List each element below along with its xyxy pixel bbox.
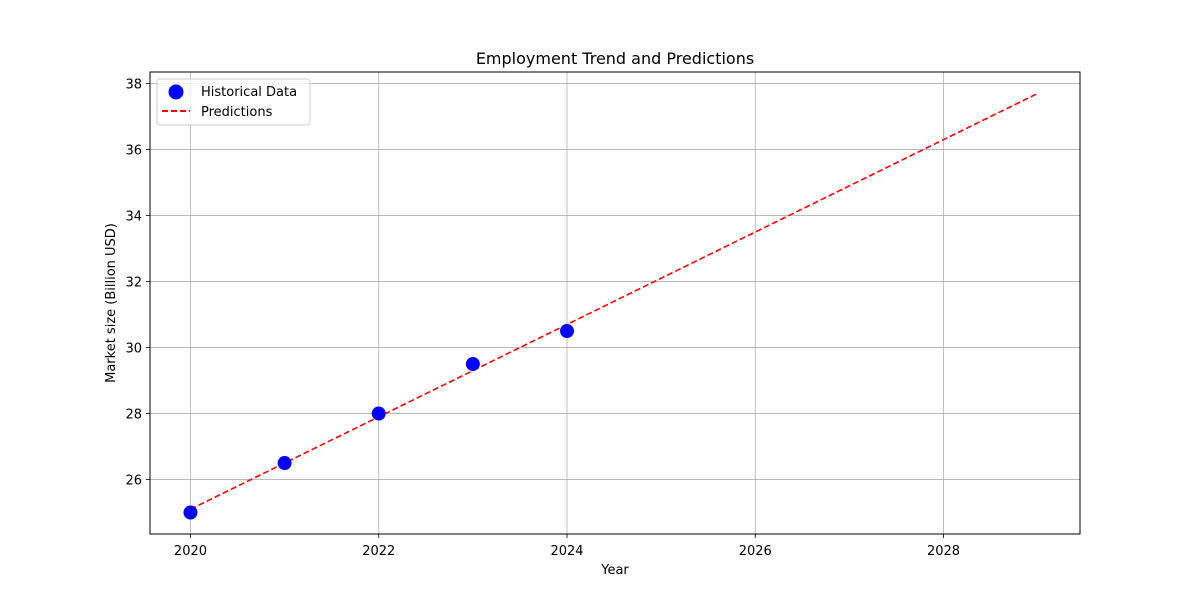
- chart-title: Employment Trend and Predictions: [476, 49, 754, 68]
- x-tick-label: 2022: [362, 544, 395, 559]
- x-axis-label: Year: [600, 563, 629, 578]
- y-tick-label: 36: [125, 144, 142, 159]
- y-tick-label: 34: [125, 210, 142, 225]
- legend: Historical Data Predictions: [156, 78, 311, 126]
- y-tick-label: 30: [125, 342, 142, 357]
- y-tick-label: 32: [125, 276, 142, 291]
- legend-label-predictions: Predictions: [201, 105, 273, 120]
- y-axis-label: Market size (Billion USD): [104, 223, 119, 383]
- legend-label-historical-data: Historical Data: [201, 85, 297, 100]
- historical-data-point: [465, 357, 480, 372]
- prediction-line: [190, 92, 1038, 510]
- x-tick-label: 2026: [739, 544, 772, 559]
- plot-frame: [149, 71, 1081, 535]
- historical-data-point: [277, 456, 292, 471]
- y-tick-label: 38: [125, 78, 142, 93]
- x-tick-label: 2020: [174, 544, 207, 559]
- y-tick-label: 26: [125, 474, 142, 489]
- axis-ticks: 2020 2022 2024 2026 2028 26 28 30 32 34 36 38: [125, 78, 960, 559]
- historical-data-point: [183, 505, 198, 520]
- x-tick-label: 2024: [550, 544, 583, 559]
- legend-box: [156, 78, 311, 126]
- plot-data: [183, 92, 1038, 520]
- historical-data-point: [371, 406, 386, 421]
- x-tick-label: 2028: [927, 544, 960, 559]
- historical-data-point: [559, 324, 574, 339]
- legend-marker-historical-data: [168, 84, 184, 100]
- y-tick-label: 28: [125, 408, 142, 423]
